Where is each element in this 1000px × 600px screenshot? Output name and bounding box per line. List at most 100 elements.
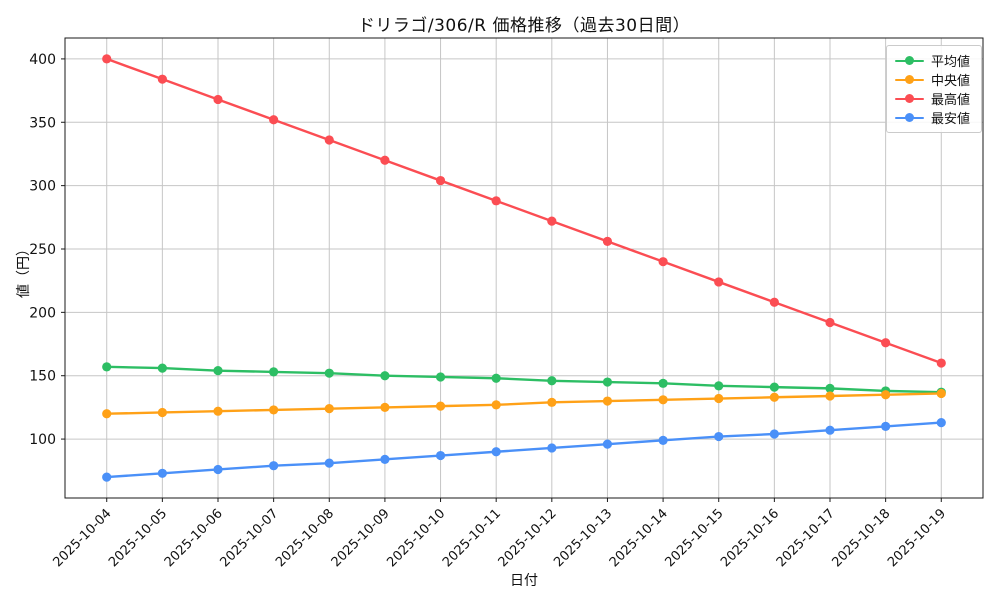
y-tick-label: 300	[29, 179, 56, 195]
x-tick-label: 2025-10-07	[217, 506, 281, 570]
legend-item-highest: 最高値	[895, 90, 973, 108]
legend-label-highest: 最高値	[931, 93, 971, 108]
series-median-marker	[435, 401, 446, 411]
series-lowest-marker	[435, 450, 446, 461]
series-median-marker	[881, 390, 891, 400]
series-median-marker	[825, 391, 835, 401]
legend-label-median: 中央値	[931, 74, 971, 89]
x-tick-label: 2025-10-04	[51, 506, 115, 570]
series-average-marker	[658, 378, 668, 388]
series-lowest-marker	[769, 429, 779, 439]
x-tick-label: 2025-10-11	[440, 506, 504, 570]
series-lowest-marker	[547, 443, 557, 453]
legend-marker-average-icon	[895, 55, 924, 66]
series-median-marker	[547, 397, 557, 407]
legend-label-average: 平均値	[931, 55, 971, 70]
series-average-marker	[213, 366, 223, 376]
series-lowest	[102, 418, 946, 482]
series-median	[102, 388, 946, 419]
x-tick-label: 2025-10-16	[718, 506, 782, 570]
series-highest-marker	[491, 196, 501, 206]
series-highest-marker	[324, 135, 334, 145]
y-tick-label: 350	[29, 115, 56, 131]
series-lowest-marker	[658, 435, 668, 445]
series-median-marker	[602, 396, 613, 406]
x-tick-label: 2025-10-06	[162, 506, 226, 570]
legend-marker-lowest-icon	[895, 112, 924, 123]
x-tick-label: 2025-10-15	[663, 506, 727, 570]
x-tick-label: 2025-10-19	[885, 506, 949, 570]
series-highest-marker	[825, 317, 835, 328]
series-lowest-marker	[881, 421, 891, 432]
chart-legend: 平均値中央値最高値最安値	[886, 45, 982, 133]
legend-label-lowest: 最安値	[931, 112, 971, 127]
legend-item-average: 平均値	[895, 52, 973, 70]
series-highest-marker	[658, 257, 668, 267]
x-axis-label: 日付	[510, 573, 538, 589]
series-average-marker	[491, 373, 501, 383]
series-lowest-marker	[936, 418, 946, 428]
series-median-line	[105, 392, 943, 415]
series-lowest-marker	[491, 447, 501, 457]
axes-grid	[65, 38, 983, 498]
series-lowest-marker	[825, 425, 835, 435]
series-average-marker	[769, 382, 779, 392]
series-lowest-marker	[157, 468, 167, 478]
series-highest-marker	[602, 236, 613, 246]
series-median-marker	[269, 405, 279, 415]
series-median-marker	[714, 393, 724, 404]
series-average-marker	[825, 383, 835, 393]
series-highest-marker	[213, 94, 223, 105]
legend-marker-highest-icon	[895, 93, 924, 104]
series-median-marker	[102, 409, 112, 419]
series-highest-marker	[547, 216, 557, 226]
x-tick-label: 2025-10-14	[607, 506, 671, 570]
series-highest-marker	[881, 338, 891, 348]
series-lowest-line	[105, 421, 943, 479]
y-axis: 100 150 200 250 300 350 400	[29, 52, 65, 448]
series-lowest-marker	[102, 472, 112, 482]
series-lowest-marker	[324, 458, 334, 468]
series-highest-marker	[936, 358, 946, 368]
series-average-marker	[602, 377, 613, 387]
series-highest-marker	[769, 297, 779, 307]
x-tick-label: 2025-10-05	[106, 506, 170, 570]
y-axis-label: 値（円）	[16, 242, 32, 298]
series-median-marker	[491, 400, 501, 410]
series-lowest-marker	[714, 431, 724, 442]
legend-item-lowest: 最安値	[895, 109, 973, 127]
legend-item-median: 中央値	[895, 71, 973, 89]
series-median-marker	[157, 407, 167, 418]
series-median-marker	[213, 406, 223, 416]
series-highest-marker	[380, 155, 390, 165]
series-highest-marker	[435, 175, 446, 186]
x-tick-label: 2025-10-18	[829, 506, 893, 570]
series-highest-marker	[157, 74, 167, 84]
y-tick-label: 400	[29, 52, 56, 68]
series-average-marker	[102, 362, 112, 372]
y-tick-label: 200	[29, 305, 56, 321]
series-median-marker	[658, 395, 668, 405]
series-highest-marker	[269, 115, 279, 125]
series-median-marker	[936, 388, 946, 399]
series-lowest-marker	[213, 464, 223, 475]
series-highest-marker	[102, 54, 112, 64]
series-average-marker	[380, 371, 390, 381]
series-average-marker	[547, 376, 557, 386]
series-average-marker	[435, 372, 446, 382]
y-tick-label: 150	[29, 369, 56, 385]
x-tick-label: 2025-10-08	[273, 506, 337, 570]
series-average-marker	[157, 363, 167, 373]
x-axis: 2025-10-042025-10-052025-10-062025-10-07…	[51, 498, 949, 570]
x-tick-label: 2025-10-17	[774, 506, 838, 570]
series-lowest-marker	[380, 454, 390, 464]
plot-border	[64, 37, 984, 499]
series-highest	[102, 54, 946, 368]
series-average-marker	[269, 367, 279, 377]
series-lowest-marker	[269, 461, 279, 471]
series-average	[102, 362, 946, 397]
x-tick-label: 2025-10-10	[384, 506, 448, 570]
x-tick-label: 2025-10-13	[551, 506, 615, 570]
